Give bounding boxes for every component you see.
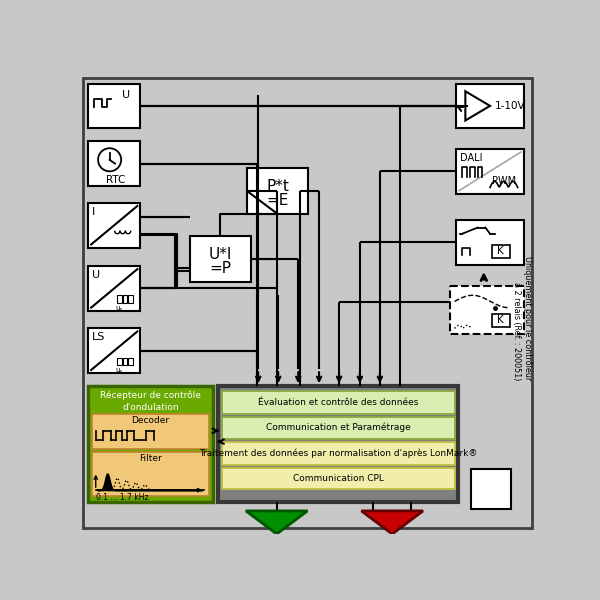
- Text: Récepteur de contrôle
d'ondulation: Récepteur de contrôle d'ondulation: [100, 391, 201, 412]
- Polygon shape: [246, 511, 308, 534]
- Bar: [456, 149, 524, 194]
- Bar: [88, 266, 140, 311]
- Text: Évaluation et contrôle des données: Évaluation et contrôle des données: [258, 398, 418, 407]
- Text: K: K: [497, 247, 504, 256]
- Bar: [222, 442, 455, 464]
- Text: uₑ: uₑ: [115, 367, 122, 373]
- Bar: [92, 414, 209, 449]
- Bar: [222, 391, 455, 414]
- Bar: [456, 83, 524, 128]
- Bar: [118, 295, 122, 303]
- Bar: [456, 220, 524, 265]
- Bar: [190, 236, 251, 282]
- Bar: [247, 168, 308, 214]
- Polygon shape: [361, 511, 423, 534]
- Text: U*I: U*I: [209, 247, 232, 262]
- Bar: [450, 286, 524, 334]
- Text: K: K: [497, 315, 504, 325]
- Bar: [118, 358, 122, 365]
- Text: RTC: RTC: [106, 175, 125, 185]
- Text: 1-10V: 1-10V: [494, 101, 525, 111]
- Text: Communication CPL: Communication CPL: [293, 474, 384, 483]
- Text: uₑ: uₑ: [115, 305, 122, 311]
- Bar: [88, 328, 140, 373]
- Bar: [128, 358, 133, 365]
- Text: =P: =P: [209, 260, 232, 275]
- Bar: [92, 452, 209, 496]
- Text: Filter: Filter: [139, 454, 162, 463]
- Bar: [222, 417, 455, 439]
- Bar: [491, 245, 510, 259]
- Bar: [222, 468, 455, 490]
- Text: Uniquement pour le contrôleur
à 2 relais (Réf. : 200051): Uniquement pour le contrôleur à 2 relais…: [512, 256, 532, 380]
- Text: Communication et Paramétrage: Communication et Paramétrage: [266, 423, 410, 433]
- Text: Traitement des données par normalisation d'après LonMark®: Traitement des données par normalisation…: [199, 448, 478, 458]
- Text: LS: LS: [92, 332, 105, 342]
- Bar: [471, 469, 511, 509]
- Bar: [218, 386, 458, 502]
- Bar: [88, 203, 140, 248]
- Text: PWM: PWM: [491, 176, 515, 186]
- Text: I: I: [92, 207, 95, 217]
- Text: P*t: P*t: [266, 179, 289, 194]
- Bar: [88, 83, 140, 128]
- Text: =E: =E: [266, 193, 289, 208]
- Text: Decoder: Decoder: [131, 416, 169, 425]
- Text: 0.1 ... 1.7 kHz: 0.1 ... 1.7 kHz: [96, 493, 148, 502]
- Bar: [88, 141, 140, 186]
- Bar: [88, 386, 213, 502]
- Text: DALI: DALI: [460, 153, 482, 163]
- Bar: [123, 295, 127, 303]
- Bar: [491, 314, 510, 327]
- Bar: [128, 295, 133, 303]
- Text: U: U: [92, 270, 100, 280]
- Bar: [123, 358, 127, 365]
- Text: U: U: [122, 91, 130, 100]
